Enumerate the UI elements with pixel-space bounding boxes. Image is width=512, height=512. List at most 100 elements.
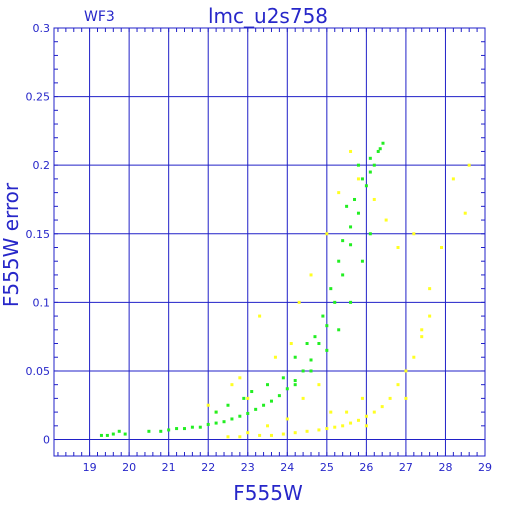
green-point — [123, 432, 127, 436]
yellow-point — [463, 211, 467, 215]
yellow-point — [345, 410, 349, 414]
green-point — [198, 425, 202, 429]
yellow-point — [356, 177, 360, 181]
green-point — [381, 141, 385, 145]
green-point — [111, 432, 115, 436]
green-point — [105, 433, 109, 437]
green-point — [214, 410, 218, 414]
x-tick-labels: 19 20 21 22 23 24 25 26 27 28 29 — [83, 461, 492, 474]
y-tick-label: 0.1 — [33, 296, 51, 309]
series-yellow — [206, 149, 471, 439]
yellow-point — [412, 355, 416, 359]
yellow-point — [451, 177, 455, 181]
yellow-point — [226, 435, 230, 439]
green-point — [349, 243, 353, 247]
yellow-point — [305, 429, 309, 433]
green-point — [309, 358, 313, 362]
green-point — [353, 197, 357, 201]
green-point — [309, 369, 313, 373]
yellow-point — [428, 314, 432, 318]
yellow-point — [356, 418, 360, 422]
y-tick-label: 0.3 — [33, 22, 51, 35]
green-point — [99, 433, 103, 437]
green-point — [368, 232, 372, 236]
yellow-point — [412, 232, 416, 236]
green-point — [159, 429, 163, 433]
x-tick-label: 25 — [320, 461, 334, 474]
yellow-point — [301, 396, 305, 400]
yellow-point — [372, 197, 376, 201]
green-point — [360, 177, 364, 181]
green-point — [117, 429, 121, 433]
green-point — [182, 427, 186, 431]
yellow-point — [404, 396, 408, 400]
yellow-point — [360, 396, 364, 400]
green-point — [364, 184, 368, 188]
chart-title: lmc_u2s758 — [208, 4, 328, 28]
green-point — [277, 394, 281, 398]
yellow-point — [396, 245, 400, 249]
y-axis-label: F555W error — [0, 182, 23, 307]
green-point — [293, 383, 297, 387]
yellow-point — [269, 433, 273, 437]
green-point — [293, 379, 297, 383]
green-point — [281, 376, 285, 380]
green-point — [301, 369, 305, 373]
green-point — [341, 273, 345, 277]
green-point — [222, 420, 226, 424]
green-point — [293, 355, 297, 359]
green-point — [269, 399, 273, 403]
y-tick-label: 0.25 — [26, 91, 51, 104]
yellow-point — [281, 432, 285, 436]
green-point — [325, 348, 329, 352]
yellow-point — [329, 410, 333, 414]
green-point — [356, 163, 360, 167]
x-tick-label: 27 — [399, 461, 413, 474]
yellow-point — [380, 405, 384, 409]
x-tick-label: 28 — [438, 461, 452, 474]
green-point — [305, 342, 309, 346]
yellow-point — [238, 376, 242, 380]
green-point — [376, 149, 380, 153]
green-point — [317, 342, 321, 346]
green-point — [214, 421, 218, 425]
x-tick-label: 26 — [359, 461, 373, 474]
green-point — [345, 204, 349, 208]
yellow-point — [384, 218, 388, 222]
yellow-point — [372, 410, 376, 414]
green-point — [175, 427, 179, 431]
yellow-point — [420, 335, 424, 339]
x-tick-label: 21 — [162, 461, 176, 474]
y-tick-labels: 0 0.05 0.1 0.15 0.2 0.25 0.3 — [26, 22, 51, 447]
green-point — [329, 287, 333, 291]
yellow-point — [337, 191, 341, 195]
green-point — [349, 300, 353, 304]
y-tick-label: 0.15 — [26, 228, 51, 241]
yellow-point — [349, 149, 353, 153]
x-tick-label: 19 — [83, 461, 97, 474]
yellow-point — [440, 245, 444, 249]
green-point — [246, 411, 250, 415]
yellow-point — [404, 369, 408, 373]
green-point — [356, 211, 360, 215]
series-green — [99, 141, 385, 437]
green-point — [206, 422, 210, 426]
yellow-point — [293, 431, 297, 435]
green-point — [250, 390, 254, 394]
x-tick-label: 24 — [280, 461, 294, 474]
green-point — [167, 428, 171, 432]
yellow-point — [396, 383, 400, 387]
yellow-point — [388, 396, 392, 400]
yellow-point — [333, 425, 337, 429]
green-point — [226, 403, 230, 407]
y-tick-label: 0 — [43, 434, 50, 447]
yellow-point — [273, 355, 277, 359]
yellow-point — [285, 417, 289, 421]
yellow-point — [325, 232, 329, 236]
yellow-point — [349, 421, 353, 425]
green-point — [285, 387, 289, 391]
green-point — [360, 259, 364, 263]
yellow-point — [246, 431, 250, 435]
grid — [53, 27, 486, 457]
